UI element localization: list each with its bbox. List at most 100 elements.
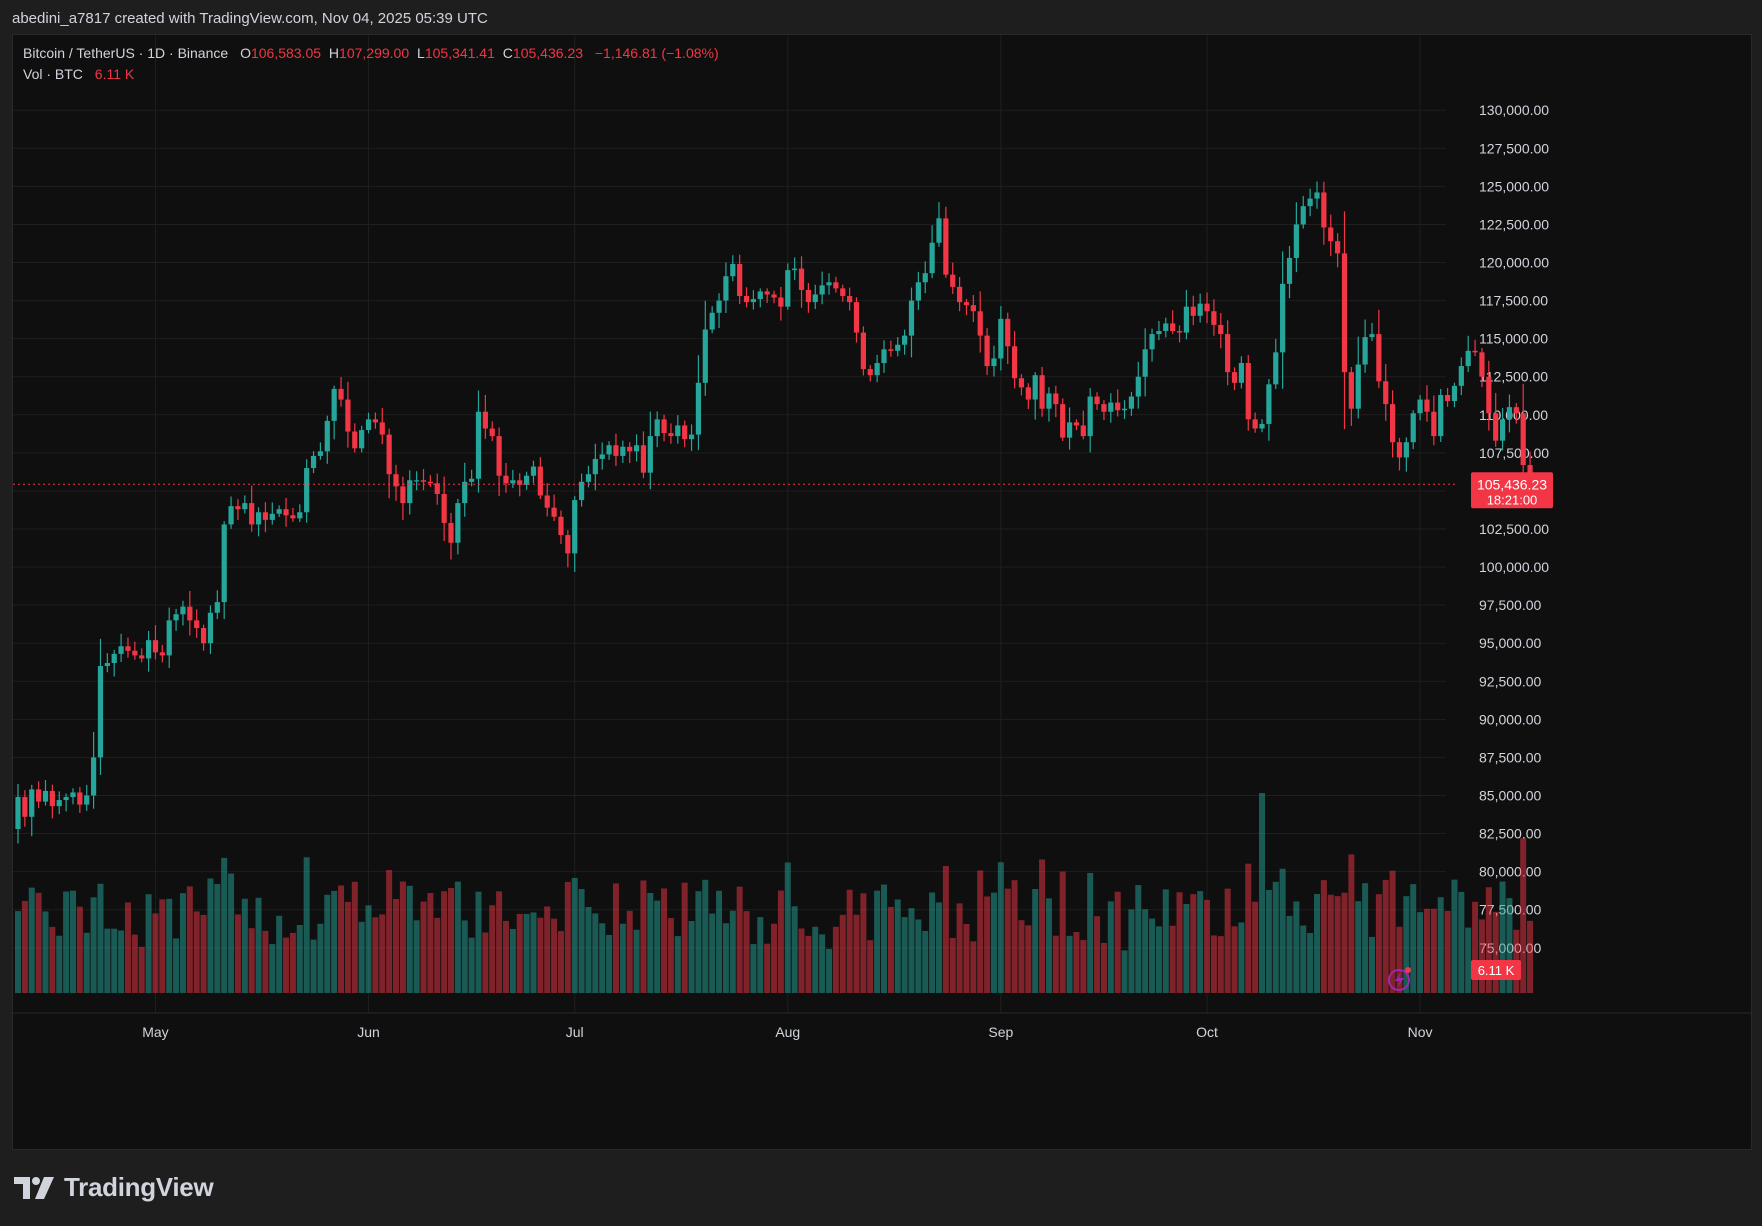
candle-body[interactable] bbox=[874, 363, 880, 376]
candle-body[interactable] bbox=[1493, 413, 1499, 441]
candle-body[interactable] bbox=[1369, 334, 1375, 338]
candle-body[interactable] bbox=[1170, 323, 1176, 332]
candle-body[interactable] bbox=[592, 458, 598, 475]
candle-body[interactable] bbox=[620, 446, 626, 456]
candle-body[interactable] bbox=[1011, 346, 1018, 379]
candle-body[interactable] bbox=[221, 524, 227, 603]
candle-body[interactable] bbox=[929, 242, 935, 274]
candle-body[interactable] bbox=[1025, 387, 1031, 400]
price-chart[interactable]: 130,000.00 127,500.00 125,000.00 122,500.00… bbox=[13, 35, 1751, 1149]
candle-body[interactable] bbox=[867, 369, 873, 376]
candle-body[interactable] bbox=[702, 329, 708, 383]
candle-body[interactable] bbox=[847, 296, 853, 303]
candle-body[interactable] bbox=[613, 445, 619, 456]
candle-body[interactable] bbox=[1211, 311, 1217, 325]
candle-body[interactable] bbox=[15, 797, 21, 829]
candle-body[interactable] bbox=[544, 495, 550, 508]
candle-body[interactable] bbox=[730, 264, 736, 277]
candle-body[interactable] bbox=[709, 312, 715, 330]
candle-body[interactable] bbox=[585, 474, 592, 482]
candle-body[interactable] bbox=[448, 522, 454, 543]
candle-body[interactable] bbox=[159, 652, 165, 656]
candle-body[interactable] bbox=[1190, 306, 1196, 316]
candle-body[interactable] bbox=[1465, 350, 1471, 367]
candle-body[interactable] bbox=[1231, 372, 1238, 383]
candle-body[interactable] bbox=[70, 792, 76, 798]
tradingview-logo[interactable]: TradingView bbox=[14, 1172, 214, 1203]
candle-body[interactable] bbox=[661, 419, 667, 434]
candle-body[interactable] bbox=[469, 478, 475, 482]
candle-body[interactable] bbox=[414, 480, 420, 482]
candle-body[interactable] bbox=[1053, 393, 1059, 405]
candle-body[interactable] bbox=[207, 612, 214, 644]
candle-body[interactable] bbox=[462, 481, 468, 504]
candle-body[interactable] bbox=[572, 500, 578, 554]
candle-body[interactable] bbox=[1431, 411, 1437, 437]
candle-body[interactable] bbox=[647, 436, 653, 473]
candle-body[interactable] bbox=[187, 606, 193, 621]
candle-body[interactable] bbox=[1197, 303, 1203, 316]
candle-body[interactable] bbox=[324, 420, 330, 452]
candle-body[interactable] bbox=[998, 318, 1004, 359]
candle-body[interactable] bbox=[1341, 253, 1348, 373]
candle-body[interactable] bbox=[950, 274, 956, 287]
candle-body[interactable] bbox=[1300, 206, 1306, 225]
candle-body[interactable] bbox=[97, 666, 104, 758]
candle-body[interactable] bbox=[1149, 334, 1155, 350]
candle-body[interactable] bbox=[1259, 423, 1265, 429]
candle-body[interactable] bbox=[49, 790, 55, 807]
candle-body[interactable] bbox=[1513, 407, 1519, 414]
candle-body[interactable] bbox=[1417, 399, 1423, 414]
candle-body[interactable] bbox=[180, 606, 186, 615]
candle-body[interactable] bbox=[393, 474, 399, 487]
candle-body[interactable] bbox=[372, 419, 378, 423]
candle-body[interactable] bbox=[792, 268, 798, 271]
candle-body[interactable] bbox=[1073, 422, 1080, 426]
candle-body[interactable] bbox=[1390, 404, 1396, 443]
candle-body[interactable] bbox=[317, 451, 324, 456]
candle-body[interactable] bbox=[881, 349, 887, 364]
candle-body[interactable] bbox=[1156, 331, 1162, 335]
candle-body[interactable] bbox=[688, 434, 695, 440]
candle-body[interactable] bbox=[1060, 404, 1066, 438]
candle-body[interactable] bbox=[1314, 192, 1320, 199]
candle-body[interactable] bbox=[475, 411, 482, 479]
candle-body[interactable] bbox=[675, 425, 681, 437]
candle-body[interactable] bbox=[510, 480, 516, 484]
candle-body[interactable] bbox=[558, 516, 564, 536]
candle-body[interactable] bbox=[1183, 306, 1190, 333]
candle-body[interactable] bbox=[1066, 422, 1073, 438]
candle-body[interactable] bbox=[352, 431, 358, 449]
candle-body[interactable] bbox=[56, 800, 62, 807]
candle-body[interactable] bbox=[668, 433, 674, 437]
candle-body[interactable] bbox=[915, 282, 921, 301]
candle-body[interactable] bbox=[1499, 419, 1506, 441]
candle-body[interactable] bbox=[1204, 303, 1210, 312]
candle-body[interactable] bbox=[1094, 396, 1100, 405]
candle-body[interactable] bbox=[1362, 337, 1368, 365]
candle-body[interactable] bbox=[716, 300, 722, 313]
candle-body[interactable] bbox=[455, 503, 461, 543]
candle-body[interactable] bbox=[1451, 385, 1458, 402]
candle-body[interactable] bbox=[166, 620, 172, 656]
candle-body[interactable] bbox=[1348, 372, 1354, 409]
candle-body[interactable] bbox=[771, 294, 777, 298]
candle-body[interactable] bbox=[194, 620, 200, 628]
candle-body[interactable] bbox=[1225, 334, 1231, 373]
candle-body[interactable] bbox=[434, 483, 440, 494]
candle-body[interactable] bbox=[764, 291, 770, 295]
candle-body[interactable] bbox=[654, 419, 660, 437]
candle-body[interactable] bbox=[1280, 283, 1286, 353]
candle-body[interactable] bbox=[853, 302, 860, 333]
candle-body[interactable] bbox=[1293, 224, 1299, 258]
candle-body[interactable] bbox=[345, 399, 351, 432]
candle-body[interactable] bbox=[1307, 198, 1313, 207]
candle-body[interactable] bbox=[235, 506, 241, 510]
candle-body[interactable] bbox=[1506, 407, 1513, 420]
candle-body[interactable] bbox=[152, 640, 159, 653]
candle-body[interactable] bbox=[530, 466, 537, 476]
candle-body[interactable] bbox=[798, 268, 805, 290]
candle-body[interactable] bbox=[84, 795, 90, 805]
candle-body[interactable] bbox=[1245, 363, 1251, 420]
candle-body[interactable] bbox=[29, 789, 35, 817]
